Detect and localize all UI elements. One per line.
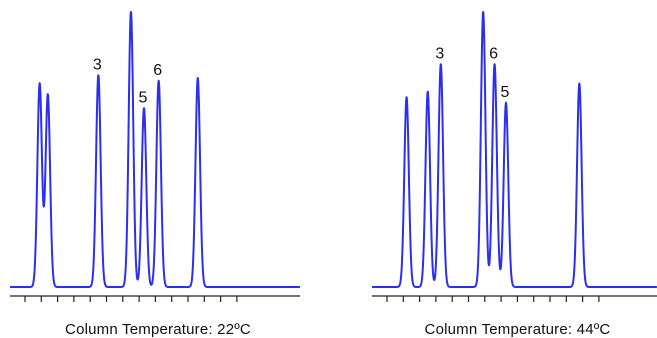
peak-label-5: 5 bbox=[139, 89, 148, 106]
peak-label-5: 5 bbox=[501, 84, 510, 101]
panel-caption: Column Temperature: 44ºC bbox=[425, 321, 611, 338]
chromatogram-panel-44c: 3 6 5 Column Temperature: 44ºC bbox=[371, 11, 657, 338]
peak-label-3: 3 bbox=[93, 56, 102, 73]
chromatogram-panel-22c: 3 56 Column Temperature: 22ºC bbox=[9, 11, 301, 338]
chromatogram-trace bbox=[371, 11, 657, 288]
chromatogram-trace bbox=[9, 11, 301, 288]
panel-caption: Column Temperature: 22ºC bbox=[65, 321, 251, 338]
peak-label-3: 3 bbox=[435, 45, 444, 62]
peak-label-6: 6 bbox=[153, 62, 162, 79]
peak-label-6: 6 bbox=[489, 45, 498, 62]
